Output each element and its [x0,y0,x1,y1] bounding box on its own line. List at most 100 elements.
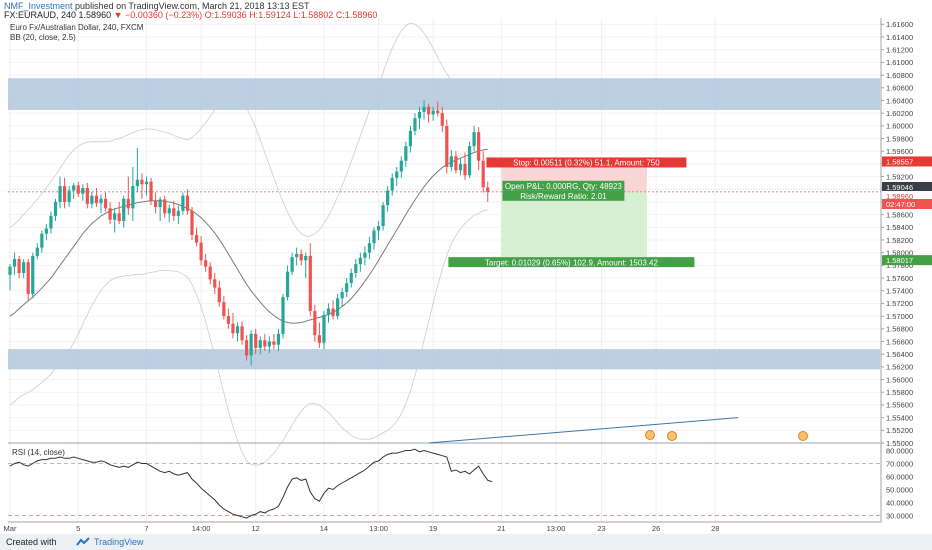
candle-body [72,185,76,191]
time-tick-label: 14 [320,524,328,533]
stop-label-bg [486,157,687,168]
candle-body [12,259,17,267]
candle [263,333,267,352]
candle [240,321,244,345]
candle-body [26,262,30,294]
candle [117,201,121,225]
candle-body [354,264,358,273]
candle-body [399,160,403,172]
candle [454,151,458,174]
price-tick-label: 1.56400 [886,350,913,359]
candle-body [422,106,426,112]
candle [63,177,67,209]
target-price-badge: 1.58017 [882,255,932,266]
candle-body [8,266,12,275]
down-arrow-icon: ▼ [113,10,123,20]
event-flag-icon [645,430,655,440]
time-tick-label: 5 [76,524,80,533]
candle [313,304,317,342]
candle [431,106,435,121]
candle [149,177,153,206]
chart-area[interactable]: Stop: 0.00511 (0.32%) 51.1, Amount: 750 O… [0,0,932,534]
candle [267,336,271,353]
candle [295,247,299,266]
candle [44,224,48,241]
candle-body [67,190,71,202]
countdown-badge-bg [882,199,932,209]
candle-body [458,163,463,171]
candle [181,192,185,215]
candle [154,192,158,214]
candle [445,119,449,174]
rsi-pane[interactable]: 80.0000 70.0000 60.0000 50.0000 40.0000 30.00… [8,446,913,520]
candle-body [267,341,271,347]
stop-price-badge-text: 1.58557 [886,157,913,166]
price-zone [8,349,880,370]
author-name[interactable]: NMF_Investment [4,1,73,11]
candle [458,158,463,176]
candle-body [176,210,180,216]
target-price-badge-text: 1.58017 [886,256,913,265]
candle-body [386,190,390,206]
time-tick-label: 26 [652,524,660,533]
candle-body [49,215,53,229]
candle-body [167,208,171,214]
rsi-tick-label: 60.0000 [886,472,913,481]
position-tool[interactable]: Stop: 0.00511 (0.32%) 51.1, Amount: 750 O… [8,157,881,267]
candle-body [336,298,340,317]
candle [336,293,340,320]
candle [285,265,290,301]
candle-body [235,326,240,334]
price-tick-label: 1.56600 [886,337,913,346]
candle-body [395,171,399,178]
candle-body [208,266,212,280]
tradingview-brand[interactable]: TradingView [94,537,144,547]
candle [94,188,99,208]
candle-body [199,242,203,261]
bb-lower-line [9,209,488,466]
candle-body [390,177,394,191]
candle-body [76,185,80,194]
time-axis[interactable]: Mar 5 7 14:00 12 14 13:00 19 21 13:00 23 26 28 [4,521,881,533]
candle-body [163,199,167,214]
candle-body [304,255,308,261]
ohlc-high: H:1.59124 [249,10,291,20]
candle [90,191,94,209]
candle-body [249,333,253,356]
candle-body [135,179,139,187]
candle [363,246,367,266]
price-tick-label: 1.59800 [886,134,913,143]
candle [472,125,476,152]
candle [108,201,112,225]
created-with-text: Created with [6,537,57,547]
indicator-label[interactable]: BB (20, close, 2.5) [10,33,76,42]
candle [67,186,71,208]
symbol-name: FX:EURAUD, 240 [4,10,77,20]
candle [176,205,180,225]
candle-body [222,302,226,317]
candle-body [63,186,67,202]
target-label-bg [448,257,695,268]
candle-body [340,292,344,299]
price-axis[interactable]: 1.61600 1.61400 1.61200 1.61000 1.60800 1.606… [881,18,932,522]
candle [58,176,62,209]
candle-body [345,283,349,293]
candle [185,189,190,215]
candle [22,259,26,279]
candle [463,152,467,180]
price-tick-label: 1.56800 [886,325,913,334]
candle [72,182,76,199]
candle-body [58,186,62,202]
candle-body [308,255,312,312]
bb-upper-line [9,22,488,237]
price-tick-label: 1.60000 [886,122,913,131]
candle-body [477,132,481,161]
candle [126,176,130,215]
candle-body [122,198,126,221]
candle [322,311,326,350]
candle [49,211,53,234]
stop-price-badge-bg [882,156,932,167]
price-tick-label: 1.57800 [886,261,913,270]
rsi-label[interactable]: RSI (14, close) [12,448,65,457]
candle-body [149,181,153,201]
